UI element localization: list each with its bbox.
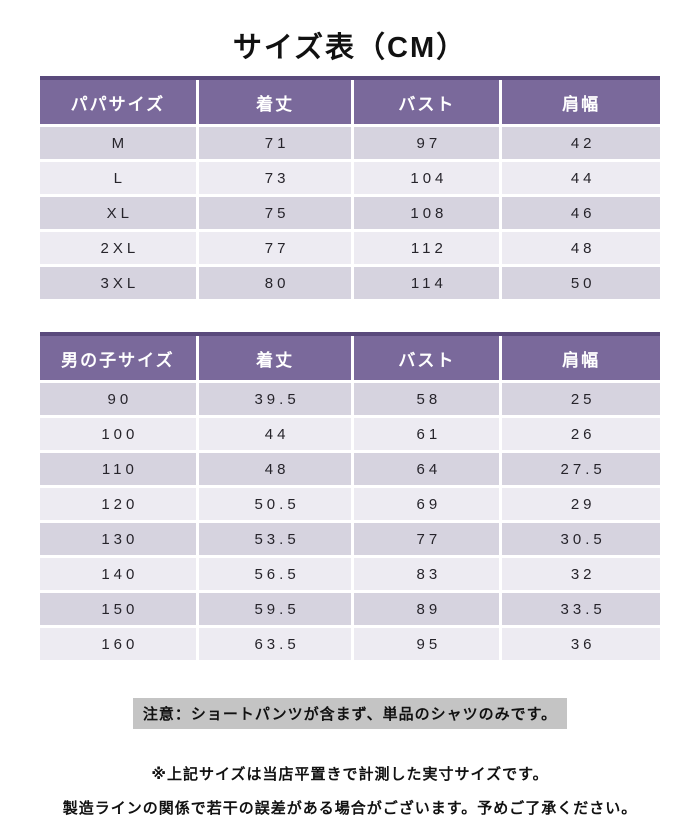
table-header-row: 男の子サイズ 着丈 バスト 肩幅 — [40, 336, 660, 380]
measurement-cell: 77 — [198, 232, 352, 264]
size-label-cell: 130 — [40, 523, 196, 555]
header-cell: バスト — [354, 336, 500, 380]
table-row: 3XL 80 114 50 — [40, 267, 660, 299]
header-cell: 着丈 — [198, 80, 352, 124]
measurement-cell: 50 — [502, 267, 660, 299]
measurement-cell: 97 — [354, 127, 500, 159]
measurement-cell: 33.5 — [502, 593, 660, 625]
page-title: サイズ表（CM） — [232, 32, 468, 64]
table-row: M 71 97 42 — [40, 127, 660, 159]
table-row: 2XL 77 112 48 — [40, 232, 660, 264]
measurement-cell: 46 — [502, 197, 660, 229]
measurement-cell: 48 — [502, 232, 660, 264]
measurement-cell: 39.5 — [198, 383, 352, 415]
measurement-cell: 64 — [354, 453, 500, 485]
boy-size-table: 男の子サイズ 着丈 バスト 肩幅 90 39.5 58 25 100 44 61 26 110 48 64 2… — [40, 332, 660, 660]
header-cell: 肩幅 — [502, 80, 660, 124]
measurement-cell: 32 — [502, 558, 660, 590]
measurement-cell: 25 — [502, 383, 660, 415]
measurement-cell: 61 — [354, 418, 500, 450]
size-label-cell: M — [40, 127, 196, 159]
size-label-cell: 110 — [40, 453, 196, 485]
measurement-cell: 59.5 — [198, 593, 352, 625]
measurement-cell: 27.5 — [502, 453, 660, 485]
table-row: 110 48 64 27.5 — [40, 453, 660, 485]
size-tables-container: パパサイズ 着丈 バスト 肩幅 M 71 97 42 L 73 104 44 XL 75 108 46 2XL 7… — [0, 76, 700, 660]
measurement-cell: 58 — [354, 383, 500, 415]
measurement-cell: 114 — [354, 267, 500, 299]
size-label-cell: 2XL — [40, 232, 196, 264]
caution-note: 注意：ショートパンツが含まず、単品のシャツのみです。 — [132, 698, 568, 729]
measurement-cell: 112 — [354, 232, 500, 264]
size-label-cell: 90 — [40, 383, 196, 415]
table-row: 150 59.5 89 33.5 — [40, 593, 660, 625]
table-row: 160 63.5 95 36 — [40, 628, 660, 660]
table-row: 100 44 61 26 — [40, 418, 660, 450]
measurement-cell: 30.5 — [502, 523, 660, 555]
measurement-cell: 104 — [354, 162, 500, 194]
header-cell: バスト — [354, 80, 500, 124]
measurement-cell: 44 — [502, 162, 660, 194]
adult-size-table: パパサイズ 着丈 バスト 肩幅 M 71 97 42 L 73 104 44 XL 75 108 46 2XL 7… — [40, 76, 660, 299]
measurement-cell: 44 — [198, 418, 352, 450]
table-row: 90 39.5 58 25 — [40, 383, 660, 415]
measurement-cell: 80 — [198, 267, 352, 299]
table-row: L 73 104 44 — [40, 162, 660, 194]
table-row: 130 53.5 77 30.5 — [40, 523, 660, 555]
header-cell: 肩幅 — [502, 336, 660, 380]
size-label-cell: 160 — [40, 628, 196, 660]
measurement-cell: 108 — [354, 197, 500, 229]
size-label-cell: 120 — [40, 488, 196, 520]
measurement-cell: 29 — [502, 488, 660, 520]
measurement-cell: 77 — [354, 523, 500, 555]
measurement-cell: 71 — [198, 127, 352, 159]
measurement-cell: 26 — [502, 418, 660, 450]
measurement-cell: 83 — [354, 558, 500, 590]
measurement-cell: 50.5 — [198, 488, 352, 520]
measurement-cell: 73 — [198, 162, 352, 194]
header-cell: 着丈 — [198, 336, 352, 380]
table-row: 120 50.5 69 29 — [40, 488, 660, 520]
size-label-cell: XL — [40, 197, 196, 229]
size-label-cell: 150 — [40, 593, 196, 625]
header-cell: 男の子サイズ — [40, 336, 196, 380]
measurement-cell: 56.5 — [198, 558, 352, 590]
measurement-cell: 69 — [354, 488, 500, 520]
measurement-cell: 53.5 — [198, 523, 352, 555]
caution-note-row: 注意：ショートパンツが含まず、単品のシャツのみです。 — [0, 698, 700, 729]
table-row: 140 56.5 83 32 — [40, 558, 660, 590]
measurement-cell: 89 — [354, 593, 500, 625]
table-header-row: パパサイズ 着丈 バスト 肩幅 — [40, 80, 660, 124]
measurement-cell: 42 — [502, 127, 660, 159]
measurement-cell: 75 — [198, 197, 352, 229]
measurement-cell: 95 — [354, 628, 500, 660]
size-label-cell: 100 — [40, 418, 196, 450]
footer-notes: ※上記サイズは当店平置きで計測した実寸サイズです。 製造ラインの関係で若干の誤差… — [0, 763, 700, 818]
measurement-cell: 63.5 — [198, 628, 352, 660]
footer-line-measurement: ※上記サイズは当店平置きで計測した実寸サイズです。 — [151, 766, 549, 783]
measurement-cell: 36 — [502, 628, 660, 660]
measurement-cell: 48 — [198, 453, 352, 485]
size-label-cell: L — [40, 162, 196, 194]
table-row: XL 75 108 46 — [40, 197, 660, 229]
header-cell: パパサイズ — [40, 80, 196, 124]
footer-line-tolerance: 製造ラインの関係で若干の誤差がある場合がございます。予めご了承ください。 — [62, 800, 638, 817]
size-label-cell: 140 — [40, 558, 196, 590]
size-label-cell: 3XL — [40, 267, 196, 299]
